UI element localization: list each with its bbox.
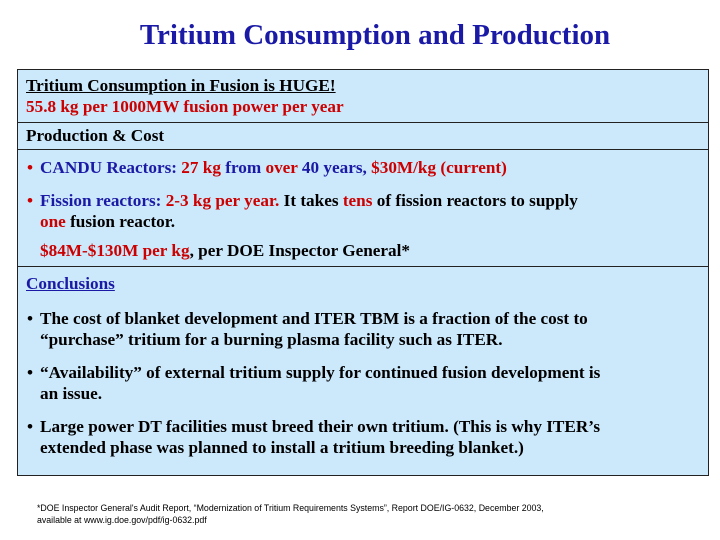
bullet-icon: •	[27, 417, 34, 436]
conclusion-line-1: Large power DT facilities must breed the…	[40, 417, 601, 436]
divider-3	[18, 266, 708, 267]
footnote-line-1: *DOE Inspector General's Audit Report, “…	[37, 503, 544, 513]
footnote: *DOE Inspector General's Audit Report, “…	[37, 502, 677, 526]
bullet-icon: •	[27, 363, 34, 382]
production-heading: Production & Cost	[26, 126, 165, 145]
divider-1	[18, 122, 708, 123]
doe-text-1: $84M-$130M per kg	[40, 241, 190, 260]
doe-text-2: , per DOE Inspector General*	[189, 241, 410, 260]
conclusion-line-2: an issue.	[40, 384, 103, 403]
conclusion-line-1: “Availability” of external tritium suppl…	[40, 363, 601, 382]
slide-title: Tritium Consumption and Production	[139, 19, 611, 51]
fission-text-5: of fission reactors to supply	[372, 191, 578, 210]
content-box: Tritium Consumption in Fusion is HUGE! 5…	[17, 69, 709, 476]
consumption-line-1: Tritium Consumption in Fusion is HUGE!	[26, 76, 336, 95]
bullet-icon: •	[27, 309, 34, 328]
fission-line-2: one fusion reactor.	[40, 211, 175, 232]
fission-text-1: Fission reactors:	[40, 191, 166, 210]
footnote-line-2: available at www.ig.doe.gov/pdf/ig-0632.…	[37, 515, 207, 525]
conclusion-line-2: extended phase was planned to install a …	[40, 438, 524, 457]
fission-text-7: fusion reactor.	[65, 212, 176, 231]
conclusion-line-1: The cost of blanket development and ITER…	[40, 309, 588, 328]
conclusions-heading: Conclusions	[26, 274, 115, 293]
consumption-line-2: 55.8 kg per 1000MW fusion power per year	[26, 97, 344, 116]
conclusion-line-2: “purchase” tritium for a burning plasma …	[40, 330, 503, 349]
fission-text-2: 2-3 kg per year.	[165, 191, 280, 210]
candu-text-4: over	[265, 158, 298, 177]
fission-text-6: one	[40, 212, 66, 231]
bullet-icon: •	[27, 191, 34, 210]
fission-text-3: It takes	[279, 191, 343, 210]
candu-text-3: from	[220, 158, 266, 177]
bullet-icon: •	[27, 158, 34, 177]
candu-text-5: 40 years,	[297, 158, 372, 177]
candu-text-6: $30M/kg (current)	[371, 158, 507, 177]
candu-text-2: 27 kg	[181, 158, 221, 177]
divider-2	[18, 149, 708, 150]
fission-text-4: tens	[342, 191, 373, 210]
candu-text-1: CANDU Reactors:	[40, 158, 182, 177]
doe-cost-line: $84M-$130M per kg, per DOE Inspector Gen…	[40, 240, 410, 261]
